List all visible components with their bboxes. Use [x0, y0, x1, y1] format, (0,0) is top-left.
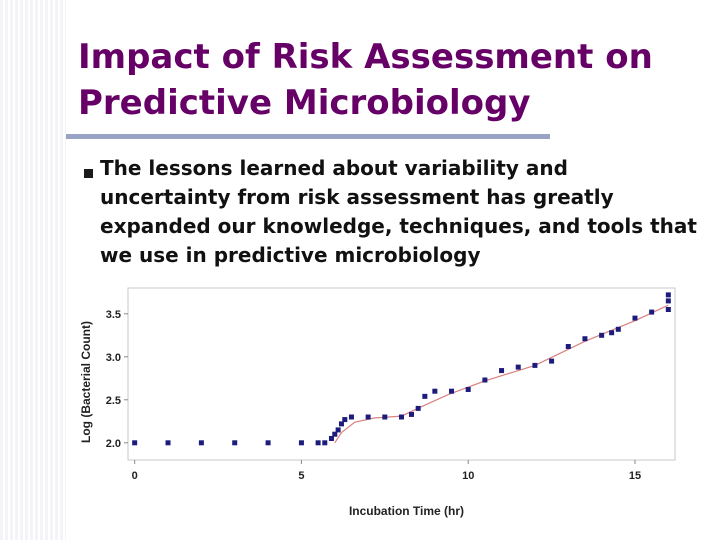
x-tick-label: 10 [462, 470, 474, 482]
y-axis-label: Log (Bacterial Count) [79, 321, 93, 443]
data-point [515, 364, 521, 370]
data-point [348, 414, 354, 420]
data-point [298, 440, 304, 446]
x-tick-label: 0 [132, 470, 138, 482]
fit-curve-layer [334, 304, 669, 444]
data-point [609, 330, 615, 336]
x-tick-label: 15 [629, 470, 641, 482]
x-tick-label: 5 [298, 470, 304, 482]
data-point [415, 405, 421, 411]
title-underline-bar [66, 134, 550, 139]
data-point [449, 388, 455, 394]
data-point [565, 343, 571, 349]
data-point [332, 431, 338, 437]
data-point [365, 414, 371, 420]
data-point [665, 298, 671, 304]
plot-frame [127, 287, 676, 461]
data-point [399, 414, 404, 420]
y-tick-label: 2.0 [106, 438, 121, 450]
data-point [322, 440, 328, 446]
data-point [665, 307, 671, 312]
data-point [232, 440, 238, 446]
data-point [265, 440, 271, 446]
data-point [335, 427, 341, 433]
data-point [632, 315, 638, 321]
bullet-text: The lessons learned about variability an… [100, 156, 697, 267]
data-point [328, 436, 334, 441]
data-point [342, 417, 348, 423]
data-point [409, 411, 415, 417]
data-point [532, 362, 538, 368]
data-point [665, 292, 671, 298]
bullet-square-icon [84, 169, 93, 178]
data-point [315, 440, 321, 446]
plot-area [127, 287, 676, 461]
data-point [432, 388, 438, 394]
fit-curve [334, 304, 669, 444]
data-point [649, 309, 655, 315]
data-point [338, 421, 344, 427]
y-tick-label: 3.0 [106, 352, 121, 364]
data-point [549, 358, 555, 364]
y-tick-label: 2.5 [106, 395, 121, 407]
data-point [465, 386, 471, 392]
data-point [482, 377, 488, 383]
data-points [132, 292, 671, 446]
data-point [382, 414, 388, 420]
axis-ticks: 0 5 10 15 2.0 2.5 3.0 3.5 [106, 309, 641, 482]
data-point [582, 336, 588, 342]
decorative-stripes [0, 0, 66, 540]
data-point [499, 368, 505, 374]
data-point [132, 440, 138, 446]
data-point [615, 326, 621, 332]
x-axis-label: Incubation Time (hr) [349, 504, 464, 518]
y-tick-label: 3.5 [106, 309, 121, 321]
data-point [198, 440, 204, 446]
slide-title: Impact of Risk Assessment on Predictive … [78, 37, 653, 123]
data-point [599, 332, 605, 338]
data-point [422, 393, 428, 399]
data-point [165, 440, 171, 446]
